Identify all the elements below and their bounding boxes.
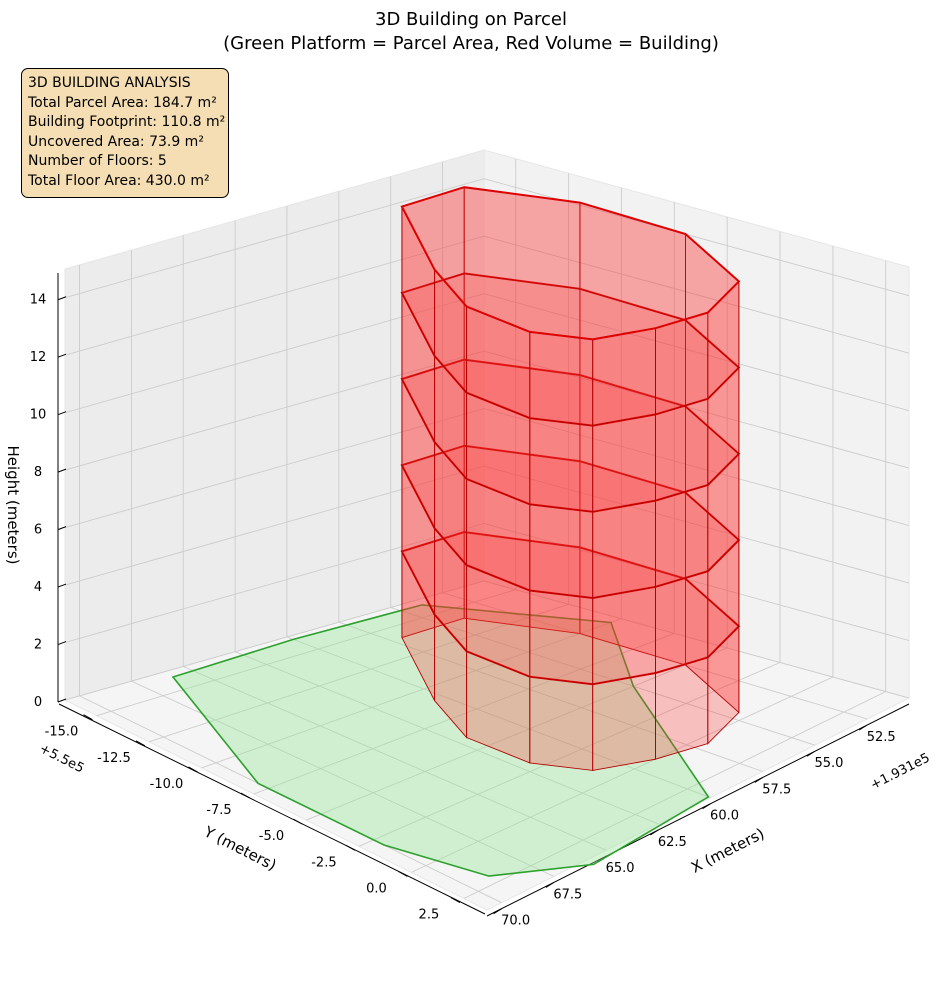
- building-floor: [400, 444, 741, 685]
- z-tick-mark: [57, 296, 67, 301]
- z-tick-label: 14: [30, 293, 47, 308]
- y-tick-mark: [293, 818, 303, 825]
- parcel-polygon: [171, 604, 710, 877]
- building-wall: [529, 676, 594, 771]
- x-tick-label: 52.5: [867, 730, 896, 745]
- info-line-heading: 3D BUILDING ANALYSIS: [28, 75, 191, 91]
- info-line-footprint: Building Footprint: 110.8 m²: [28, 114, 226, 130]
- y-tick-mark: [450, 897, 461, 903]
- building-wall: [592, 327, 656, 427]
- x-tick-mark: [754, 777, 764, 783]
- z-tick-label: 8: [34, 465, 42, 480]
- info-line-uncovered: Uncovered Area: 73.9 m²: [28, 133, 204, 150]
- y-tick-mark: [345, 844, 356, 851]
- building-layer: [400, 186, 741, 771]
- y-tick-mark: [398, 870, 408, 877]
- x-tick-mark: [702, 803, 711, 810]
- y-tick-mark: [135, 740, 146, 747]
- building-wall: [592, 672, 656, 771]
- grid-line-z: [64, 178, 910, 299]
- building-slab: [400, 186, 741, 341]
- building-wall: [529, 331, 594, 427]
- y-tick-label: -5.0: [259, 829, 284, 844]
- y-tick-label: -2.5: [311, 855, 336, 870]
- grid-line-z: [64, 465, 910, 586]
- grid-line-z: [64, 580, 910, 701]
- y-tick-mark: [240, 792, 251, 799]
- grid-line-z: [64, 235, 910, 356]
- chart-title: 3D Building on Parcel: [375, 9, 567, 30]
- x-axis-line: [486, 703, 910, 917]
- building-wall: [592, 500, 656, 599]
- y-tick-label: 0.0: [366, 881, 387, 896]
- z-tick-mark: [57, 353, 67, 358]
- z-tick-label: 10: [30, 408, 47, 423]
- x-tick-label: 70.0: [501, 914, 530, 929]
- z-tick-label: 0: [34, 695, 42, 710]
- x-tick-mark: [650, 829, 659, 836]
- y-tick-label: 2.5: [419, 908, 440, 923]
- z-tick-label: 6: [34, 523, 42, 538]
- x-tick-label: 60.0: [710, 809, 739, 824]
- y-tick-label: -12.5: [97, 751, 131, 766]
- axes-ticks: 52.555.057.560.062.565.067.570.0-15.0-12…: [30, 293, 896, 929]
- grid-line-z: [64, 293, 910, 414]
- building-wall: [592, 413, 656, 513]
- chart-subtitle: (Green Platform = Parcel Area, Red Volum…: [223, 33, 719, 54]
- grid-line-z: [64, 350, 910, 471]
- x-tick-mark: [493, 908, 502, 915]
- building-wall: [592, 586, 656, 685]
- z-tick-mark: [57, 583, 67, 588]
- z-tick-mark: [57, 468, 67, 473]
- x-tick-mark: [858, 724, 868, 731]
- building-wall: [529, 589, 594, 685]
- y-tick-label: -10.0: [150, 777, 184, 792]
- building-floor: [400, 530, 741, 771]
- x-tick-label: 65.0: [606, 861, 635, 876]
- z-tick-mark: [57, 411, 67, 416]
- x-tick-label: 62.5: [658, 835, 687, 850]
- z-tick-mark: [57, 698, 67, 703]
- grid-line-z: [64, 523, 910, 643]
- axes-lines: [57, 273, 910, 917]
- x-tick-mark: [545, 881, 555, 888]
- axes-grid: [64, 158, 910, 904]
- x-tick-label: 55.0: [815, 756, 844, 771]
- building-wall: [529, 503, 594, 599]
- z-tick-mark: [57, 526, 67, 531]
- y-tick-label: -7.5: [206, 803, 231, 818]
- x-tick-label: 67.5: [553, 887, 582, 902]
- x-tick-label: 57.5: [762, 782, 791, 797]
- z-axis-label: Height (meters): [4, 446, 22, 565]
- x-axis-offset-label: +1.931e5: [868, 751, 932, 794]
- info-line-floor-area: Total Floor Area: 430.0 m²: [28, 172, 210, 189]
- x-axis-label: X (meters): [688, 824, 767, 876]
- building-wall: [529, 417, 594, 513]
- z-tick-label: 12: [30, 350, 47, 365]
- info-line-floors: Number of Floors: 5: [28, 153, 167, 169]
- z-tick-label: 4: [34, 580, 42, 595]
- z-tick-label: 2: [34, 638, 42, 653]
- y-axis-offset-label: +5.5e5: [37, 741, 86, 776]
- z-tick-mark: [57, 641, 67, 646]
- building-analysis-box: 3D BUILDING ANALYSIS Total Parcel Area: …: [21, 68, 229, 198]
- y-axis-line: [58, 703, 486, 915]
- x-tick-mark: [806, 750, 816, 757]
- y-tick-label: -15.0: [45, 725, 79, 740]
- parcel-layer: [171, 604, 710, 877]
- grid-line-z: [64, 408, 910, 529]
- y-tick-mark: [188, 766, 198, 773]
- building-floor: [400, 186, 741, 427]
- info-line-parcel-area: Total Parcel Area: 184.7 m²: [28, 94, 217, 111]
- y-tick-mark: [83, 714, 93, 721]
